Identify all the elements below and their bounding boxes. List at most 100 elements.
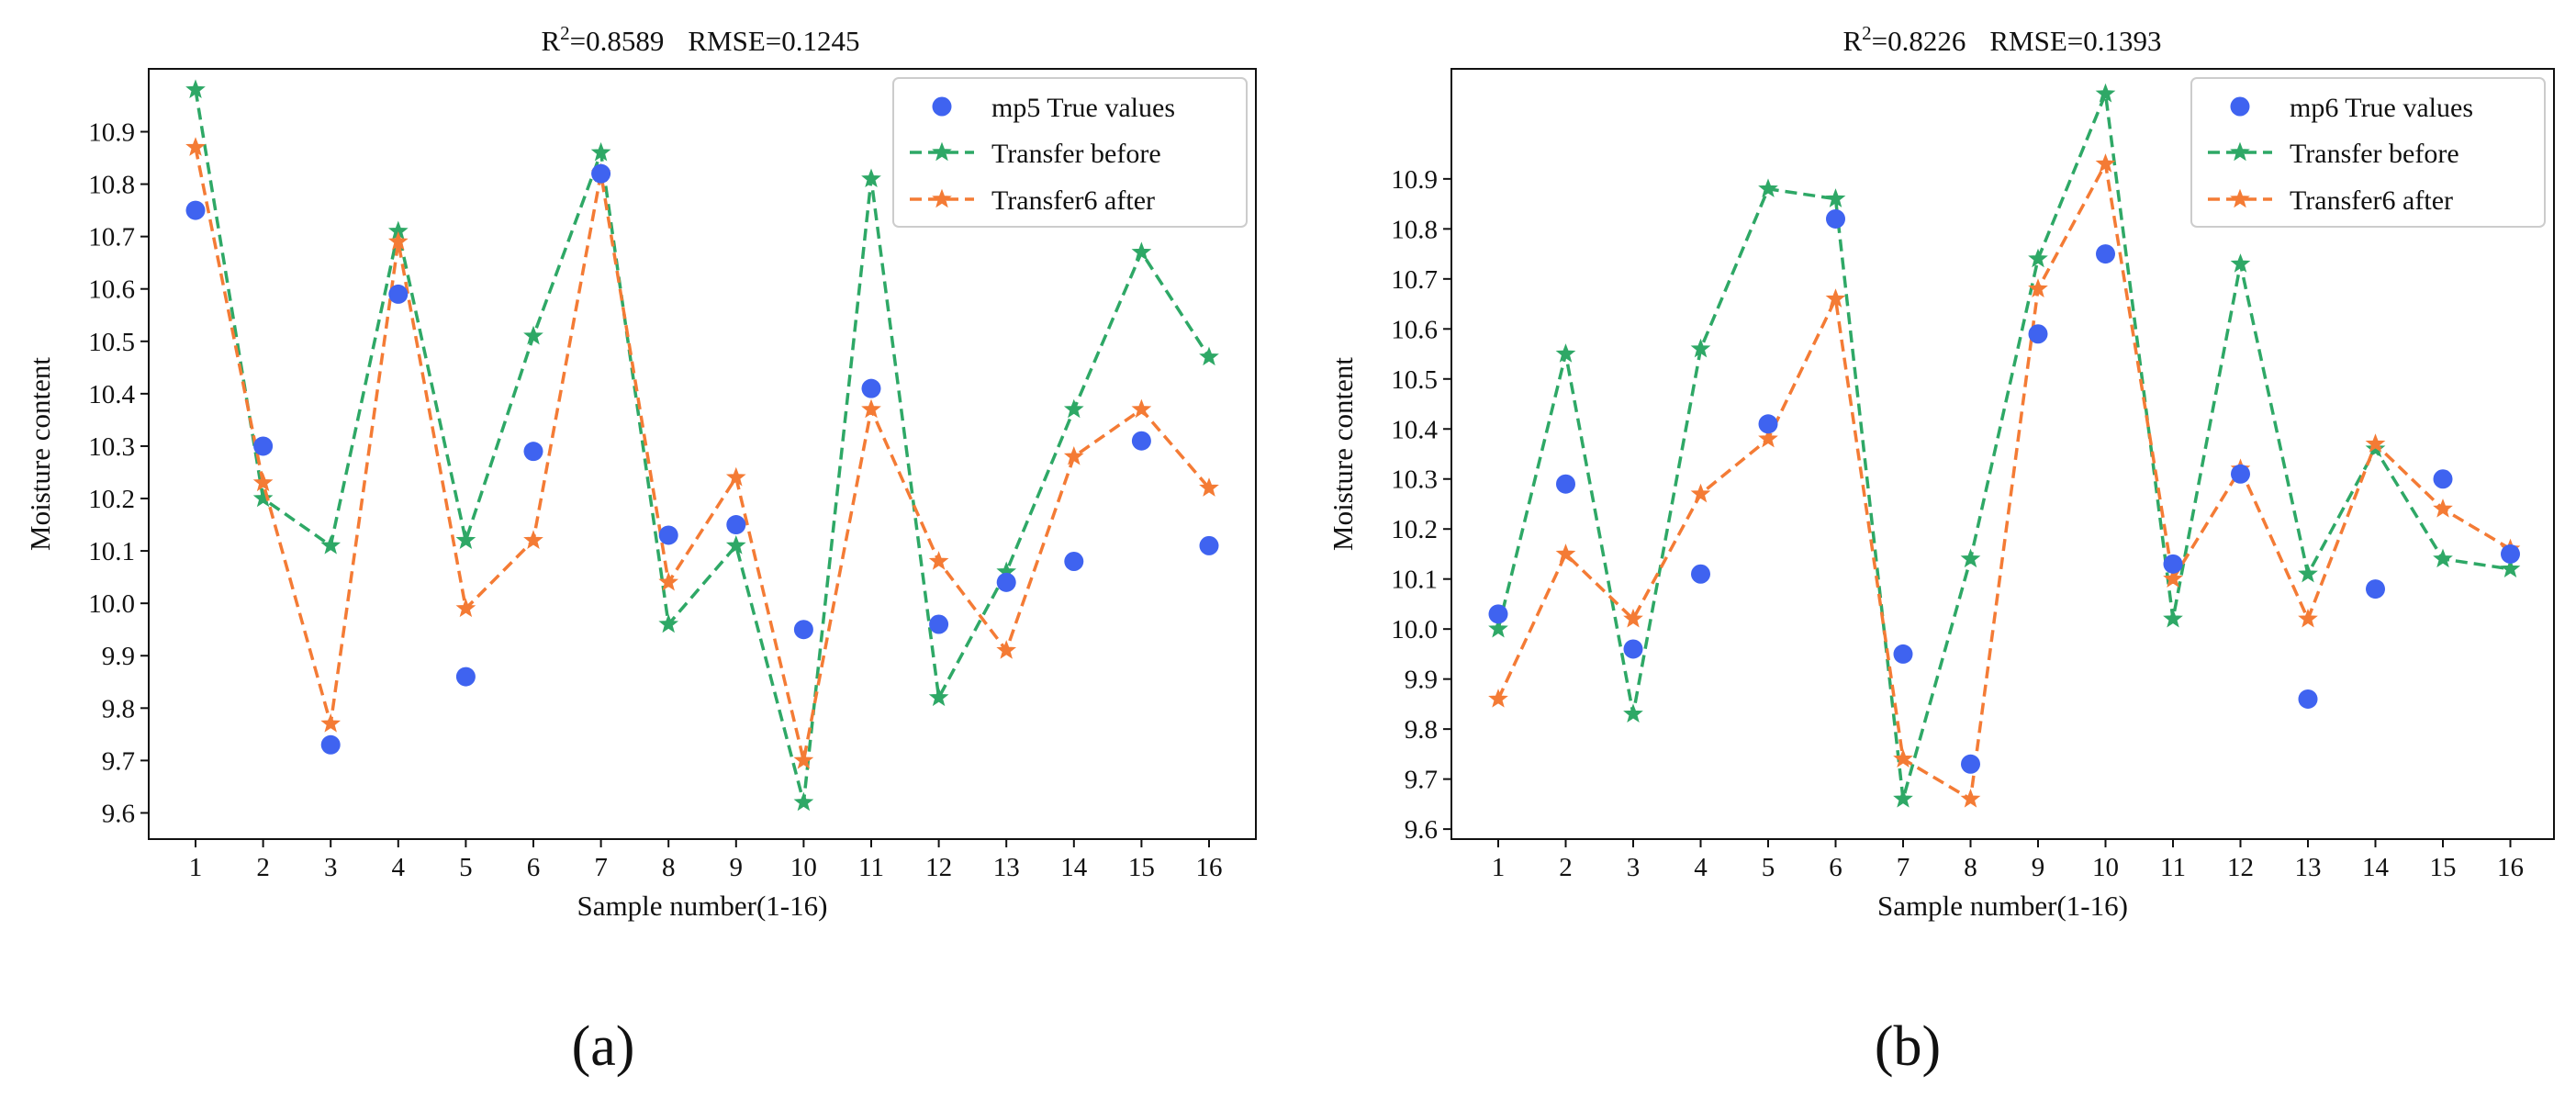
star-marker-transfer-before xyxy=(1825,188,1846,207)
x-tick-label: 14 xyxy=(1060,853,1088,882)
panel-label: (b) xyxy=(1875,1015,1941,1078)
x-tick-label: 13 xyxy=(2295,853,2322,882)
point-true-values xyxy=(1556,474,1575,494)
legend-marker-true-values xyxy=(932,96,952,117)
y-tick-label: 10.7 xyxy=(88,223,135,252)
plot-frame xyxy=(1450,68,2555,840)
x-tick-label: 1 xyxy=(1492,853,1506,882)
point-true-values xyxy=(1758,414,1778,434)
star-marker-transfer-after xyxy=(2163,568,2183,588)
x-tick-label: 12 xyxy=(925,853,952,882)
y-tick-label: 10.0 xyxy=(1391,615,1438,644)
x-axis-label: Sample number(1-16) xyxy=(1877,890,2128,922)
y-tick-label: 9.7 xyxy=(102,746,135,776)
star-marker-transfer-after xyxy=(1893,748,1913,768)
point-true-values xyxy=(2028,324,2048,344)
star-marker-transfer-before xyxy=(1623,703,1643,723)
x-tick-label: 15 xyxy=(2430,853,2457,882)
point-true-values xyxy=(2163,554,2183,574)
point-true-values xyxy=(185,200,206,220)
star-marker-transfer-before xyxy=(861,168,881,188)
star-marker-transfer-after xyxy=(1555,543,1576,563)
point-true-values xyxy=(1893,644,1913,664)
y-tick-label: 10.5 xyxy=(1391,365,1438,395)
series-line-transfer-before xyxy=(1496,87,2511,800)
legend-label-transfer-before: Transfer before xyxy=(2290,139,2459,169)
series-line-transfer-before xyxy=(194,89,1211,803)
star-marker-transfer-before xyxy=(1893,788,1913,808)
series-line-transfer-after xyxy=(194,147,1211,761)
y-tick-label: 10.3 xyxy=(88,432,135,462)
legend-box xyxy=(892,77,1248,228)
point-true-values xyxy=(726,515,746,535)
y-tick-label: 10.1 xyxy=(1391,566,1438,595)
star-marker-transfer-before xyxy=(1758,178,1778,197)
point-true-values xyxy=(2501,543,2520,564)
point-true-values xyxy=(1826,208,1845,229)
star-marker-transfer-before xyxy=(523,325,543,345)
point-true-values xyxy=(996,572,1016,592)
point-true-values xyxy=(1623,639,1643,659)
x-tick-label: 1 xyxy=(189,853,203,882)
star-marker-transfer-before xyxy=(793,791,814,812)
title-r2-superscript: 2 xyxy=(560,22,570,44)
star-marker-transfer-before xyxy=(2298,563,2318,583)
star-marker-transfer-before xyxy=(1199,346,1219,366)
star-marker-transfer-after xyxy=(252,472,274,492)
star-marker-transfer-before xyxy=(185,79,206,99)
legend-label-true-values: mp5 True values xyxy=(991,93,1175,123)
x-tick-label: 3 xyxy=(1627,853,1641,882)
y-axis-label: Moisture content xyxy=(1327,357,1359,551)
star-marker-transfer-before xyxy=(2163,608,2183,628)
x-tick-label: 8 xyxy=(662,853,676,882)
x-tick-label: 6 xyxy=(1829,853,1842,882)
star-marker-transfer-after xyxy=(387,230,409,251)
star-marker-transfer-after xyxy=(320,712,342,733)
x-tick-label: 16 xyxy=(1196,853,1223,882)
point-true-values xyxy=(793,620,813,640)
title-r2-superscript: 2 xyxy=(1862,22,1872,44)
star-marker-transfer-before xyxy=(2095,83,2116,103)
x-tick-label: 7 xyxy=(594,853,608,882)
legend-marker-true-values xyxy=(2230,96,2250,117)
point-true-values xyxy=(1131,431,1151,451)
star-marker-transfer-after xyxy=(185,137,206,156)
y-tick-label: 10.3 xyxy=(1391,465,1438,495)
star-marker-transfer-before xyxy=(320,534,342,555)
legend-marker-transfer-after xyxy=(2230,188,2250,208)
x-tick-label: 16 xyxy=(2497,853,2524,882)
x-tick-label: 2 xyxy=(256,853,270,882)
star-marker-transfer-after xyxy=(2095,153,2116,173)
point-true-values xyxy=(2298,689,2318,709)
plot-frame xyxy=(148,68,1257,840)
y-tick-label: 10.1 xyxy=(88,537,135,566)
legend-label-transfer-after: Transfer6 after xyxy=(2290,185,2453,216)
x-tick-label: 9 xyxy=(730,853,744,882)
star-marker-transfer-after xyxy=(2298,608,2318,628)
star-marker-transfer-after xyxy=(1825,288,1846,308)
point-true-values xyxy=(1961,754,1980,774)
star-marker-transfer-before xyxy=(2500,558,2521,578)
star-marker-transfer-before xyxy=(1960,548,1981,568)
point-true-values xyxy=(1691,564,1710,584)
point-true-values xyxy=(2231,464,2250,484)
y-tick-label: 10.7 xyxy=(1391,265,1438,295)
y-tick-label: 10.8 xyxy=(1391,215,1438,244)
point-true-values xyxy=(253,436,274,456)
point-true-values xyxy=(929,614,949,634)
x-tick-label: 11 xyxy=(2160,853,2186,882)
x-tick-label: 7 xyxy=(1897,853,1910,882)
y-tick-label: 10.6 xyxy=(1391,315,1438,344)
star-marker-transfer-before xyxy=(1488,618,1508,638)
star-marker-transfer-after xyxy=(523,530,543,549)
star-marker-transfer-before xyxy=(252,487,274,508)
y-tick-label: 10.2 xyxy=(88,485,135,514)
x-tick-label: 8 xyxy=(1964,853,1977,882)
legend-marker-transfer-before xyxy=(932,141,952,162)
star-marker-transfer-before xyxy=(725,534,746,555)
star-marker-transfer-after xyxy=(928,551,949,570)
y-tick-label: 10.6 xyxy=(88,275,135,305)
